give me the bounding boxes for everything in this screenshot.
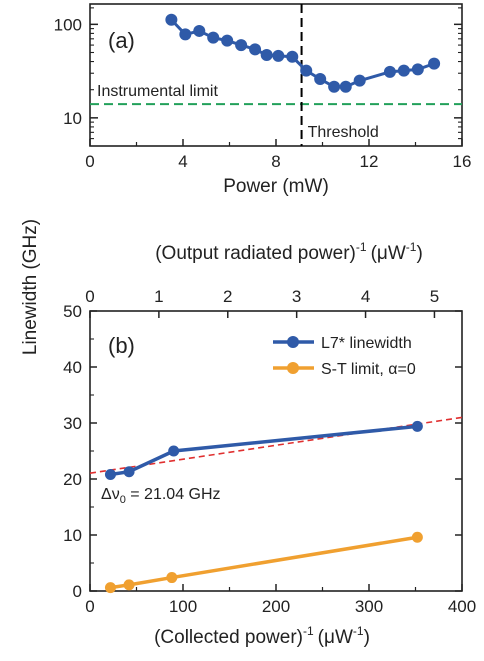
- top-x-tick-label: 3: [292, 287, 301, 306]
- data-point: [272, 49, 285, 62]
- panel-a-annotations: Instrumental limit Threshold: [90, 4, 462, 146]
- panel-a-xlabel: Power (mW): [223, 176, 329, 197]
- data-point: [286, 50, 299, 63]
- panel-a-series: [165, 13, 441, 93]
- data-point: [249, 43, 262, 56]
- x-tick-label: 400: [448, 597, 476, 616]
- panel-b-series: [104, 420, 423, 594]
- data-point: [300, 64, 313, 77]
- data-point: [260, 49, 273, 62]
- y-tick-label: 30: [63, 414, 82, 433]
- series-line: [170, 18, 435, 89]
- xlabel-unit-exp: -1: [353, 624, 364, 638]
- legend-label: L7* linewidth: [321, 335, 412, 352]
- top-xlabel-unit-exp: -1: [406, 240, 417, 254]
- legend-swatch-marker: [287, 362, 299, 374]
- data-point: [193, 24, 206, 37]
- y-tick-label: 10: [63, 109, 82, 128]
- data-point: [383, 65, 396, 78]
- x-tick-label: 100: [169, 597, 197, 616]
- data-point: [411, 63, 424, 76]
- instrumental-limit-label: Instrumental limit: [97, 83, 218, 100]
- xlabel-exp: -1: [303, 624, 314, 638]
- data-point: [339, 80, 352, 93]
- legend-label: S-T limit, α=0: [321, 361, 416, 378]
- series-line: [110, 424, 418, 477]
- data-point: [123, 579, 135, 591]
- x-tick-label: 4: [178, 152, 187, 171]
- xlabel-close: ): [364, 627, 370, 648]
- panel-b-frame: [89, 310, 463, 592]
- data-point: [411, 420, 423, 432]
- data-point: [166, 572, 178, 584]
- top-xlabel-exp: -1: [356, 240, 367, 254]
- top-x-tick-label: 1: [154, 287, 163, 306]
- shared-ylabel: Linewidth (GHz): [20, 219, 41, 355]
- data-point: [397, 64, 410, 77]
- x-tick-label: 12: [360, 152, 379, 171]
- y-tick-label: 100: [54, 15, 82, 34]
- data-point: [353, 74, 366, 87]
- delta-nu-symbol: Δν: [101, 486, 120, 503]
- panel-a-label: (a): [108, 28, 135, 53]
- x-tick-label: 0: [85, 152, 94, 171]
- data-point: [314, 73, 327, 86]
- top-xlabel-text: (Output radiated power): [155, 243, 356, 264]
- delta-nu-subscript: 0: [120, 494, 126, 506]
- panel-a-ticks: 0 4 8 12 16 10 100: [54, 7, 472, 171]
- panel-a: 0 4 8 12 16 10 100 Instrumental limit Threshol…: [54, 3, 472, 197]
- y-tick-label: 50: [63, 302, 82, 321]
- panel-b-legend: L7* linewidth S-T limit, α=0: [273, 335, 416, 378]
- delta-nu-value: = 21.04 GHz: [126, 486, 221, 503]
- y-tick-label: 40: [63, 358, 82, 377]
- top-xlabel-unit: (μW: [371, 243, 406, 264]
- data-point: [428, 57, 441, 70]
- panel-b-top-xlabel: (Output radiated power)-1 (μW-1): [155, 240, 423, 264]
- data-point: [123, 466, 135, 478]
- panel-b-label: (b): [108, 333, 135, 358]
- xlabel-unit: (μW: [318, 627, 353, 648]
- data-point: [165, 13, 178, 26]
- x-tick-label: 8: [271, 152, 280, 171]
- y-tick-label: 10: [63, 526, 82, 545]
- data-point: [411, 531, 423, 543]
- x-tick-label: 16: [453, 152, 472, 171]
- delta-nu-annotation: Δν0 = 21.04 GHz: [101, 486, 221, 506]
- x-tick-label: 0: [85, 597, 94, 616]
- data-point: [235, 39, 248, 52]
- data-point: [104, 582, 116, 594]
- data-point: [328, 80, 341, 93]
- top-x-tick-label: 2: [223, 287, 232, 306]
- series-line: [110, 535, 418, 590]
- y-tick-label: 0: [73, 582, 82, 601]
- top-x-tick-label: 0: [85, 287, 94, 306]
- data-point: [179, 28, 192, 41]
- top-xlabel-close: ): [416, 243, 422, 264]
- top-x-tick-label: 4: [361, 287, 370, 306]
- legend-swatch-marker: [287, 336, 299, 348]
- panel-b-xlabel: (Collected power)-1 (μW-1): [154, 624, 370, 648]
- data-point: [168, 445, 180, 457]
- data-point: [221, 34, 234, 47]
- threshold-label: Threshold: [308, 124, 379, 141]
- y-tick-label: 20: [63, 470, 82, 489]
- data-point: [104, 469, 116, 481]
- data-point: [207, 31, 220, 44]
- xlabel-text: (Collected power): [154, 627, 303, 648]
- x-tick-label: 300: [355, 597, 383, 616]
- x-tick-label: 200: [262, 597, 290, 616]
- top-x-tick-label: 5: [430, 287, 439, 306]
